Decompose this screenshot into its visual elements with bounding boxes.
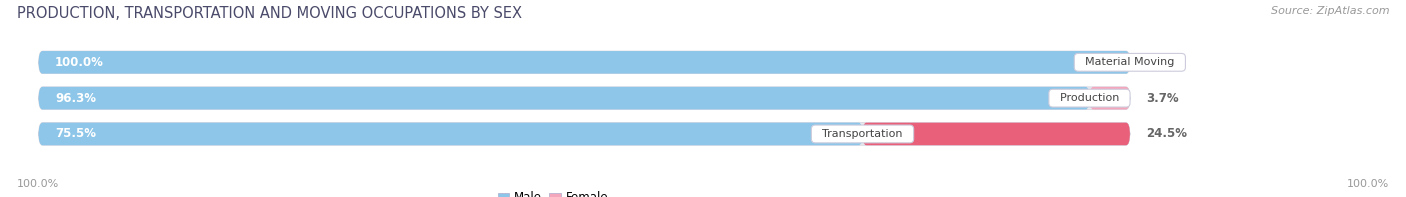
FancyBboxPatch shape: [862, 123, 1130, 145]
FancyBboxPatch shape: [38, 51, 1130, 74]
FancyBboxPatch shape: [38, 87, 1130, 109]
Text: 100.0%: 100.0%: [55, 56, 104, 69]
FancyBboxPatch shape: [1090, 87, 1130, 109]
FancyBboxPatch shape: [38, 123, 862, 145]
FancyBboxPatch shape: [38, 123, 1130, 145]
Legend: Male, Female: Male, Female: [494, 187, 613, 197]
FancyBboxPatch shape: [38, 51, 1130, 74]
Text: 24.5%: 24.5%: [1146, 127, 1187, 140]
Text: Material Moving: Material Moving: [1078, 57, 1181, 67]
Text: Production: Production: [1053, 93, 1126, 103]
Text: 100.0%: 100.0%: [17, 179, 59, 189]
Text: 100.0%: 100.0%: [1347, 179, 1389, 189]
Text: Transportation: Transportation: [815, 129, 910, 139]
FancyBboxPatch shape: [38, 87, 1090, 109]
Text: PRODUCTION, TRANSPORTATION AND MOVING OCCUPATIONS BY SEX: PRODUCTION, TRANSPORTATION AND MOVING OC…: [17, 6, 522, 21]
Text: 3.7%: 3.7%: [1146, 92, 1178, 105]
Text: 96.3%: 96.3%: [55, 92, 96, 105]
Text: Source: ZipAtlas.com: Source: ZipAtlas.com: [1271, 6, 1389, 16]
Text: 75.5%: 75.5%: [55, 127, 96, 140]
